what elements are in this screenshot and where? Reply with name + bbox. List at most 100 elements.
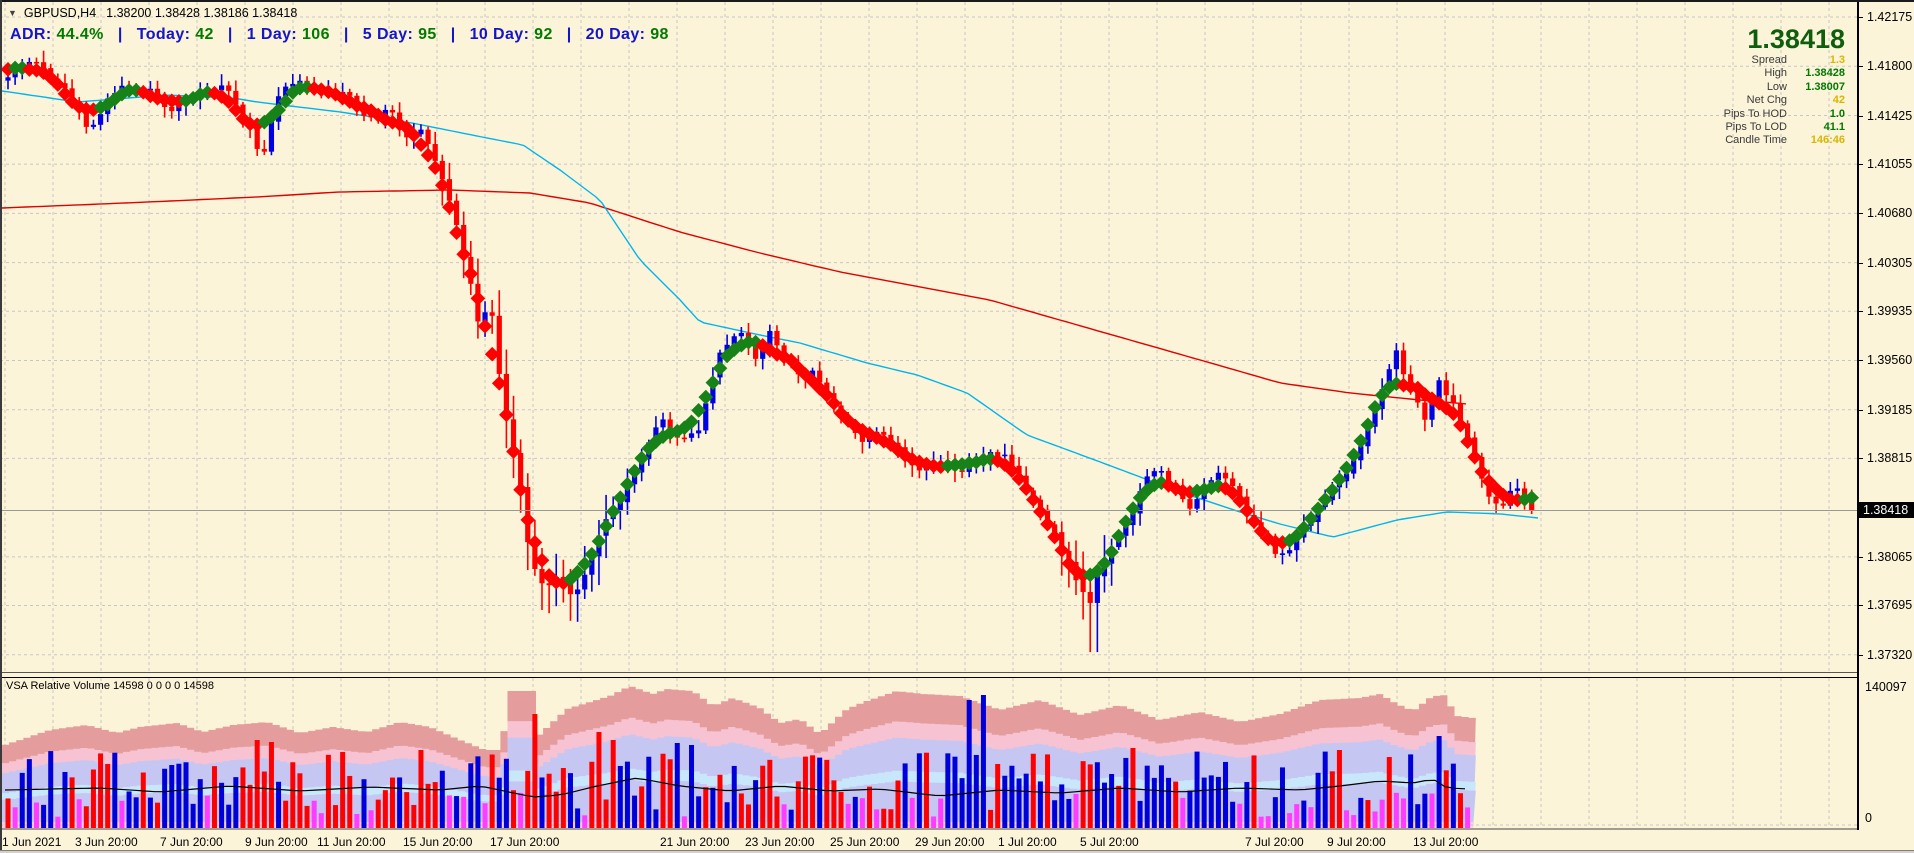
volume-bar [525, 770, 531, 828]
candle [1372, 409, 1378, 427]
candle [1087, 591, 1093, 603]
volume-bar [916, 753, 922, 828]
adr-value: 42 [195, 26, 214, 43]
candlestick-chart[interactable] [0, 0, 1857, 673]
volume-bar [553, 791, 559, 828]
volume-bar [5, 798, 11, 828]
candle [389, 109, 396, 113]
volume-bar [140, 772, 146, 828]
candle [1194, 499, 1200, 509]
volume-bar [1158, 765, 1164, 828]
volume-bar [454, 796, 460, 828]
time-axis-label: 5 Jul 20:00 [1080, 835, 1139, 849]
volume-bar [247, 784, 253, 828]
price-axis-label: 1.40680 [1867, 206, 1913, 221]
adr-separator: | [450, 26, 456, 43]
chevron-down-icon[interactable]: ▼ [8, 8, 17, 18]
volume-bar [397, 777, 403, 828]
volume-bar [518, 792, 524, 828]
price-axis-tick [1859, 360, 1863, 362]
candle [1472, 437, 1478, 458]
price-axis-tick [1859, 66, 1863, 68]
trend-dot [598, 518, 614, 534]
volume-bar [211, 766, 217, 828]
candle [1279, 553, 1286, 555]
volume-bar [1393, 792, 1399, 828]
volume-bar [1080, 761, 1086, 828]
adr-value: 106 [302, 26, 330, 43]
trend-dot [477, 318, 493, 334]
price-axis-label: 1.39560 [1867, 353, 1913, 368]
candle [453, 200, 460, 225]
trend-dot [484, 346, 500, 362]
volume-bar [162, 768, 168, 828]
candle [688, 433, 695, 438]
volume-bar [852, 796, 858, 828]
candle [1294, 537, 1300, 551]
candle [1165, 470, 1172, 484]
volume-bar [176, 763, 182, 828]
price-axis-label: 1.38065 [1867, 549, 1913, 564]
quote-row-label: Spread [1751, 54, 1787, 66]
volume-bar [354, 813, 360, 828]
symbol-timeframe: GBPUSD,H4 [23, 6, 97, 20]
volume-panel[interactable] [0, 678, 1857, 830]
candle [503, 373, 509, 420]
trend-dot [826, 395, 842, 411]
volume-bar [995, 763, 1001, 828]
volume-bar [753, 780, 759, 828]
candle [83, 109, 89, 127]
candle [1450, 395, 1456, 404]
volume-bar [1244, 782, 1250, 828]
volume-chart[interactable] [0, 678, 1857, 830]
volume-bar [105, 764, 111, 828]
volume-bar [589, 761, 595, 828]
candle [738, 332, 744, 337]
panel-splitter[interactable] [0, 672, 1914, 678]
volume-bar [204, 795, 210, 828]
volume-bar [610, 740, 616, 828]
trend-dot [527, 535, 543, 550]
volume-bar [411, 804, 417, 828]
price-axis[interactable]: 1.38418 140097 0 1.42175 1.41800 1.41425 1.… [1857, 0, 1914, 830]
candle [219, 85, 225, 91]
current-price-display: 1.38418 [1747, 24, 1845, 54]
volume-bar [226, 804, 232, 828]
trend-dot [413, 137, 429, 153]
volume-bar [867, 786, 873, 828]
trend-dot [634, 450, 650, 466]
price-chart-area[interactable] [0, 0, 1857, 673]
candle [1365, 426, 1371, 447]
candle [97, 114, 104, 125]
adr-label: Today: [136, 26, 196, 43]
volume-bar [1294, 804, 1300, 828]
volume-bar [503, 758, 509, 828]
ohlc-readout: 1.38200 1.38428 1.38186 1.38418 [106, 6, 298, 20]
candle [1400, 350, 1407, 375]
candle [1059, 532, 1065, 551]
volume-bar [1059, 784, 1065, 828]
window-top-border [0, 0, 1914, 2]
volume-bar [1215, 776, 1221, 828]
volume-bar [923, 752, 929, 828]
volume-bar [1223, 761, 1229, 828]
price-axis-label: 1.41055 [1867, 157, 1913, 172]
indicator-label: VSA Relative Volume 14598 0 0 0 0 14598 [6, 680, 214, 692]
trend-dot [684, 414, 699, 430]
volume-bar [261, 771, 267, 828]
quote-row-value: 1.38007 [1805, 80, 1845, 93]
candle [261, 148, 267, 152]
quote-row-value: 1.38428 [1805, 67, 1845, 80]
volume-bar [632, 795, 638, 828]
adr-value: 95 [418, 26, 437, 43]
price-axis-tick [1859, 556, 1863, 558]
volume-bar [1023, 773, 1029, 828]
adr-label: 10 Day: [469, 26, 535, 43]
time-axis-label: 17 Jun 20:00 [490, 835, 560, 849]
trend-dot [491, 375, 507, 391]
volume-bar [468, 763, 474, 828]
time-axis[interactable]: 1 Jun 2021 3 Jun 20:00 7 Jun 20:00 9 Jun 20… [0, 830, 1914, 850]
volume-bar [126, 791, 132, 828]
volume-bar [76, 799, 82, 828]
